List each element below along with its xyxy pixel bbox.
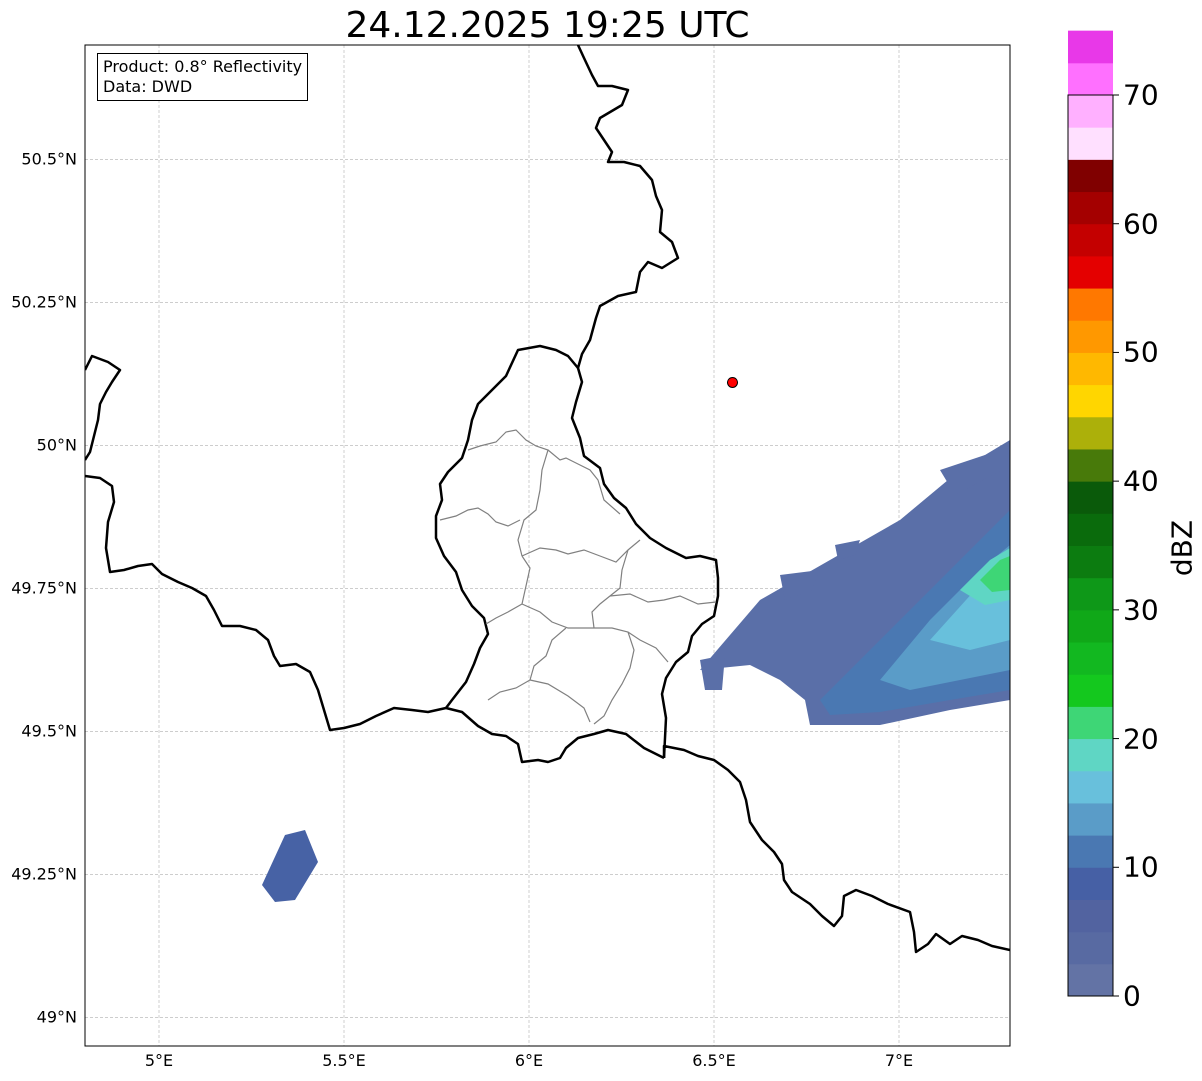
colorbar-swatch (1068, 867, 1113, 900)
colorbar-swatch (1068, 738, 1113, 772)
colorbar-swatch (1068, 384, 1113, 418)
colorbar-swatch (1068, 545, 1113, 579)
echo-isolated-1 (780, 570, 820, 600)
colorbar-swatch (1068, 963, 1113, 997)
lon-tick-label: 6°E (514, 1051, 544, 1070)
lat-tick-label: 49°N (36, 1007, 77, 1027)
border-luxembourg-france (445, 706, 665, 764)
colorbar (1068, 30, 1113, 997)
border-germany-west (570, 45, 720, 759)
colorbar-swatch (1068, 642, 1113, 675)
map-frame (84, 44, 1011, 1047)
colorbar-swatch (1068, 30, 1113, 64)
colorbar-ticks (1113, 94, 1119, 997)
border-belgium-france-north (85, 354, 122, 461)
colorbar-swatch (1068, 802, 1113, 836)
colorbar-swatch (1068, 416, 1113, 450)
colorbar-swatch (1068, 159, 1113, 193)
border-germany-france (662, 744, 1010, 954)
lon-tick-label: 5.5°E (322, 1051, 366, 1070)
colorbar-title: dBZ (1165, 519, 1199, 577)
echo-isolated-4 (940, 455, 1002, 495)
lat-tick-label: 50.5°N (21, 149, 77, 169)
canton-borders (439, 429, 717, 725)
colorbar-swatch (1068, 706, 1113, 740)
colorbar-swatch (1068, 127, 1113, 160)
colorbar-swatch (1068, 481, 1113, 514)
colorbar-swatch (1068, 609, 1113, 643)
echo-isolated-2 (835, 540, 860, 560)
colorbar-swatch (1068, 577, 1113, 611)
colorbar-swatch (1068, 255, 1113, 289)
colorbar-swatch (1068, 448, 1113, 482)
colorbar-tick-label: 10 (1123, 850, 1159, 884)
colorbar-swatch (1068, 674, 1113, 707)
map-title: 24.12.2025 19:25 UTC (345, 5, 750, 46)
lat-tick-label: 49.5°N (21, 721, 77, 741)
echo-isolated-3 (700, 655, 725, 690)
colorbar-swatch (1068, 62, 1113, 96)
colorbar-frame (1067, 94, 1114, 997)
info-box: Product: 0.8° Reflectivity Data: DWD (97, 53, 309, 101)
lon-tick-label: 7°E (884, 1051, 914, 1070)
lat-tick-label: 50°N (36, 435, 77, 455)
national-borders (85, 45, 1010, 954)
colorbar-tick-label: 30 (1123, 593, 1159, 627)
colorbar-swatch (1068, 223, 1113, 257)
colorbar-tick-label: 20 (1123, 722, 1159, 756)
echo-core-strong (980, 556, 1010, 592)
product-label: Product: 0.8° Reflectivity (103, 57, 303, 76)
lat-tick-label: 49.75°N (11, 578, 77, 598)
lat-tick-label: 50.25°N (11, 292, 77, 312)
colorbar-swatch (1068, 899, 1113, 933)
colorbar-tick-label: 50 (1123, 335, 1159, 369)
lon-tick-label: 6.5°E (692, 1051, 736, 1070)
precipitation-echoes (262, 440, 1010, 902)
colorbar-tick-label: 40 (1123, 464, 1159, 498)
colorbar-swatch (1068, 288, 1113, 321)
colorbar-swatch (1068, 513, 1113, 546)
colorbar-swatch (1068, 352, 1113, 386)
colorbar-tick-label: 0 (1123, 979, 1141, 1013)
colorbar-swatch (1068, 320, 1113, 353)
radar-site-marker (727, 376, 738, 388)
lat-tick-label: 49.25°N (11, 864, 77, 884)
colorbar-swatch (1068, 95, 1113, 128)
colorbar-tick-label: 60 (1123, 207, 1159, 241)
data-source-label: Data: DWD (103, 77, 193, 96)
colorbar-swatch (1068, 835, 1113, 868)
colorbar-swatch (1068, 770, 1113, 804)
colorbar-swatch (1068, 191, 1113, 225)
border-luxembourg-belgium (434, 344, 579, 709)
border-belgium-france (85, 474, 447, 732)
echo-small-cell (262, 830, 318, 902)
colorbar-swatch (1068, 931, 1113, 965)
colorbar-tick-label: 70 (1123, 78, 1159, 112)
lon-tick-label: 5°E (144, 1051, 174, 1070)
